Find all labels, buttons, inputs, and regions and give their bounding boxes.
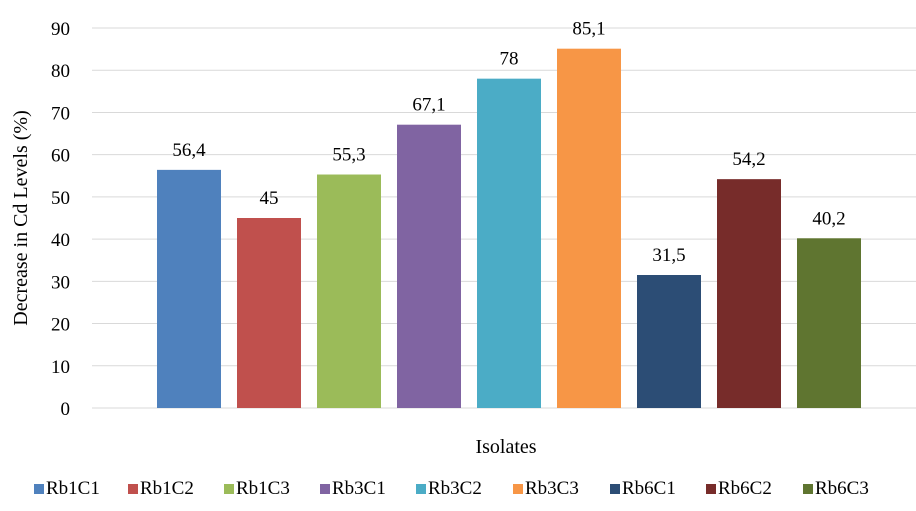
legend-swatch: [320, 484, 330, 494]
data-labels: 56,4 45 55,3 67,1 78 85,1 31,5 54,2 40,2: [172, 19, 845, 266]
bar: [557, 48, 621, 408]
legend-label: Rb6C2: [718, 478, 772, 499]
legend-label: Rb1C2: [140, 478, 194, 499]
y-tick-label: 20: [51, 315, 70, 336]
y-axis-ticks: 0 10 20 30 40 50 60 70 80 90: [51, 19, 70, 420]
y-tick-label: 10: [51, 357, 70, 378]
legend-label: Rb3C3: [525, 478, 579, 499]
y-tick-label: 30: [51, 272, 70, 293]
data-label: 31,5: [652, 245, 685, 266]
bar: [477, 78, 541, 409]
data-label: 40,2: [812, 208, 845, 229]
bar: [717, 179, 781, 408]
data-label: 67,1: [412, 95, 445, 116]
legend-swatch: [513, 484, 523, 494]
legend-swatch: [803, 484, 813, 494]
legend-swatch: [706, 484, 716, 494]
legend-label: Rb3C1: [332, 478, 386, 499]
bar: [237, 218, 301, 408]
y-tick-label: 80: [51, 61, 70, 82]
y-tick-label: 60: [51, 146, 70, 167]
y-tick-label: 0: [61, 399, 71, 420]
y-tick-label: 40: [51, 230, 70, 251]
bar: [797, 238, 861, 408]
legend-swatch: [416, 484, 426, 494]
bar: [397, 124, 461, 408]
y-tick-label: 50: [51, 188, 70, 209]
data-label: 55,3: [332, 145, 365, 166]
data-label: 54,2: [732, 149, 765, 170]
legend-swatch: [34, 484, 44, 494]
legend-swatch: [610, 484, 620, 494]
bars: [157, 48, 861, 409]
legend-label: Rb1C1: [46, 478, 100, 499]
legend-label: Rb3C2: [428, 478, 482, 499]
y-tick-label: 70: [51, 103, 70, 124]
legend-swatch: [224, 484, 234, 494]
data-label: 45: [260, 188, 279, 209]
legend-label: Rb6C3: [815, 478, 869, 499]
data-label: 78: [500, 49, 519, 70]
legend-label: Rb6C1: [622, 478, 676, 499]
bar: [157, 169, 221, 408]
data-label: 85,1: [572, 19, 605, 40]
legend-swatch: [128, 484, 138, 494]
y-axis-title: Decrease in Cd Levels (%): [10, 110, 32, 325]
x-axis-title: Isolates: [475, 436, 536, 458]
bar: [317, 174, 381, 408]
data-label: 56,4: [172, 140, 206, 161]
legend-label: Rb1C3: [236, 478, 290, 499]
legend: Rb1C1 Rb1C2 Rb1C3 Rb3C1 Rb3C2 Rb3C3 Rb6C1 Rb6C2…: [34, 478, 869, 499]
bar: [637, 275, 701, 408]
y-tick-label: 90: [51, 19, 70, 40]
